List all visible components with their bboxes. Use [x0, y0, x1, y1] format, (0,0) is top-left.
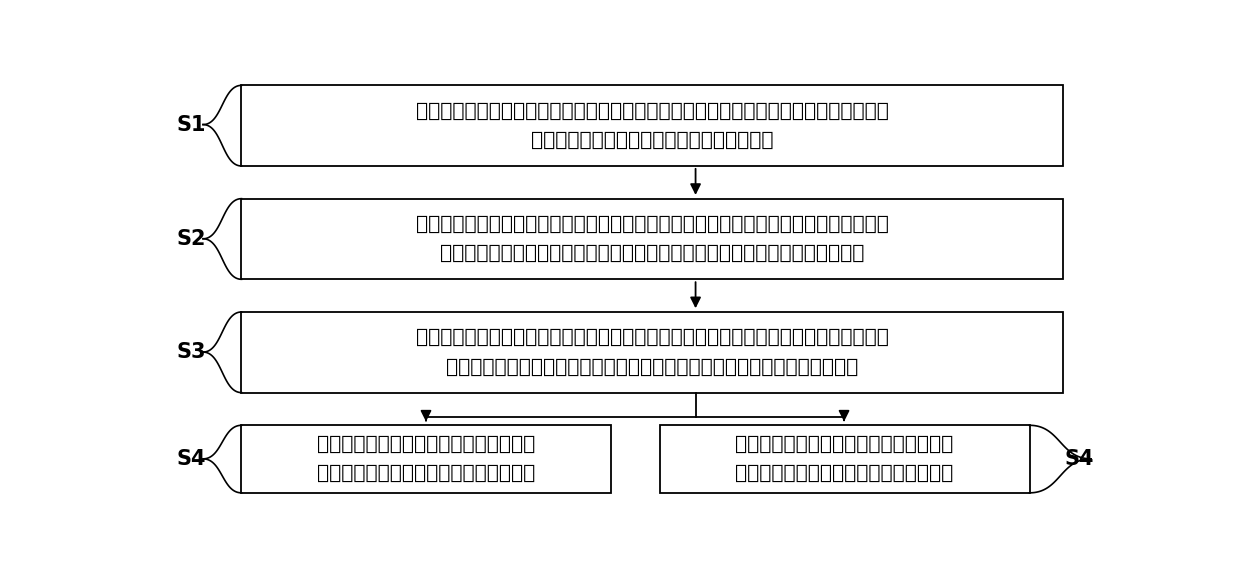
Text: S4: S4	[1065, 449, 1094, 469]
Text: 本地云台接收当前帧升级数据，并对当前帧升级数据进行校验，以生成肯定响应信号或否
定响应信号，并将肯定响应信号或否定响应信号通过串口转换器发送给控制中心: 本地云台接收当前帧升级数据，并对当前帧升级数据进行校验，以生成肯定响应信号或否 …	[415, 215, 889, 263]
Text: 控制中心接收肯定响应信号或否定响应信号；在接收到肯定响应信号时将下一帧升级数据
作为当前帧升级数据发送；在接收到否定响应信号时重复发送当前帧升级数据: 控制中心接收肯定响应信号或否定响应信号；在接收到肯定响应信号时将下一帧升级数据 …	[415, 328, 889, 376]
FancyBboxPatch shape	[242, 199, 1063, 279]
FancyBboxPatch shape	[242, 425, 611, 493]
Text: 本地云台接收当前帧升级数据，并基于所
有的当前帧升级数据，完成本地云台升级: 本地云台接收当前帧升级数据，并基于所 有的当前帧升级数据，完成本地云台升级	[735, 435, 954, 483]
FancyBboxPatch shape	[660, 425, 1029, 493]
Text: S3: S3	[177, 342, 206, 362]
FancyBboxPatch shape	[242, 85, 1063, 166]
Text: S1: S1	[177, 114, 206, 135]
Text: S2: S2	[177, 229, 206, 249]
Text: 远端云台接收当前帧升级数据，并基于所
有的当前帧升级数据，完成远端云台升级: 远端云台接收当前帧升级数据，并基于所 有的当前帧升级数据，完成远端云台升级	[317, 435, 536, 483]
FancyBboxPatch shape	[242, 312, 1063, 393]
Text: 控制中心通过串口转换器向发送光端机和本地云台发送当前帧升级数据；发送光端机将当
前帧升级数据通过接收光端机发送给远端云台: 控制中心通过串口转换器向发送光端机和本地云台发送当前帧升级数据；发送光端机将当 …	[415, 101, 889, 150]
Text: S4: S4	[177, 449, 206, 469]
